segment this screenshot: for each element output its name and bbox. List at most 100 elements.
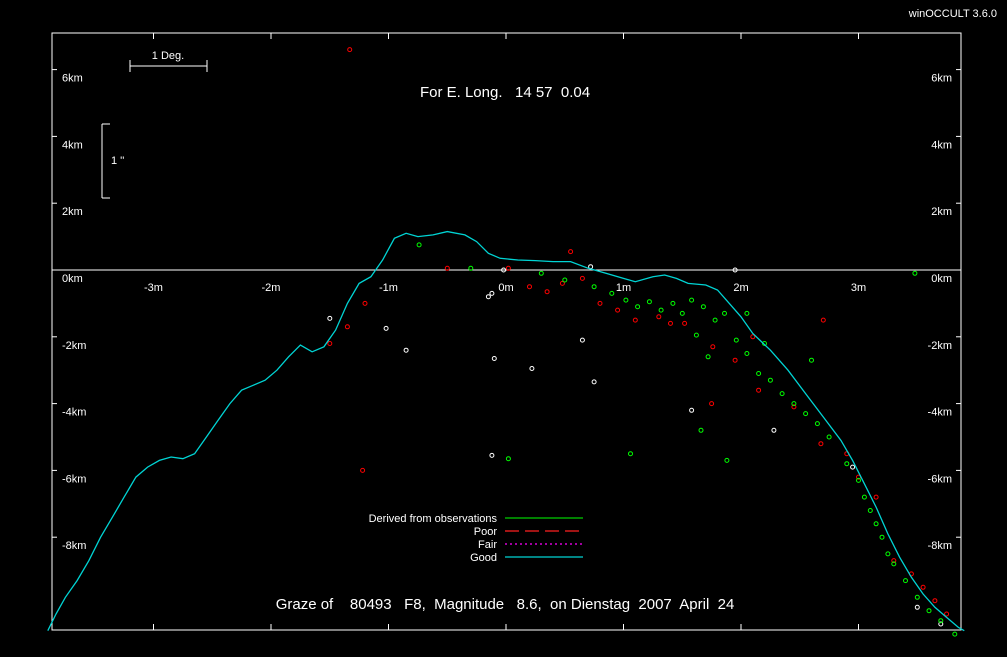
observation-point-green: [891, 561, 897, 567]
observation-point-red: [344, 324, 350, 330]
app-title: winOCCULT 3.6.0: [908, 8, 997, 20]
observation-point-green: [416, 242, 422, 248]
x-tick-label: -1m: [379, 282, 398, 294]
observation-point-green: [623, 297, 629, 303]
observation-point-red: [505, 265, 511, 271]
observation-point-green: [903, 578, 908, 584]
x-tick-label: 0m: [498, 282, 513, 294]
observation-point-white: [850, 464, 856, 470]
series-line-good: [47, 230, 965, 632]
observation-point-red: [791, 404, 797, 410]
legend-label: Good: [470, 552, 497, 564]
legend-label: Derived from observations: [369, 513, 498, 525]
observation-point-green: [952, 631, 958, 637]
observation-point-green: [705, 354, 711, 360]
observation-point-green: [744, 351, 750, 356]
degree-scale-bar: 1 Deg.: [129, 50, 208, 72]
observation-point-red: [710, 344, 716, 350]
observation-point-green: [873, 521, 879, 527]
observations-white: [327, 264, 944, 627]
y-tick-label-right: 0km: [931, 273, 952, 285]
observation-point-white: [529, 366, 535, 371]
observation-point-white: [403, 347, 409, 353]
observation-point-green: [646, 299, 652, 305]
y-tick-label-left: -8km: [62, 540, 86, 552]
observation-point-white: [491, 356, 497, 361]
observation-point-red: [597, 300, 603, 306]
y-tick-label-left: -2km: [62, 340, 86, 352]
observation-point-red: [820, 317, 826, 323]
observation-point-white: [689, 407, 695, 413]
observation-point-white: [771, 427, 777, 433]
observation-point-white: [489, 452, 495, 458]
observation-point-red: [873, 494, 879, 500]
observation-point-green: [791, 401, 797, 407]
observation-point-green: [609, 290, 615, 296]
observation-point-red: [568, 249, 574, 255]
observation-point-green: [693, 332, 699, 338]
x-tick-label: -2m: [262, 282, 281, 294]
observation-point-white: [579, 337, 585, 343]
y-tick-label-left: 4km: [62, 139, 83, 151]
observation-point-red: [709, 401, 715, 407]
y-tick-label-right: -8km: [928, 540, 952, 552]
observation-point-green: [505, 456, 511, 462]
observation-point-red: [682, 320, 688, 326]
x-tick-label: -3m: [144, 282, 163, 294]
observation-point-red: [327, 341, 333, 346]
observation-point-green: [912, 270, 918, 276]
observation-point-red: [756, 387, 762, 393]
y-tick-label-right: -2km: [928, 340, 952, 352]
observation-point-green: [635, 304, 641, 310]
observation-point-green: [879, 534, 885, 540]
observation-point-green: [628, 451, 633, 457]
observation-point-green: [861, 494, 867, 500]
observation-point-red: [527, 284, 532, 290]
observation-point-green: [538, 270, 544, 276]
arcsec-scale-label: 1 '': [111, 155, 124, 167]
observation-point-green: [698, 427, 704, 433]
observation-point-red: [347, 47, 353, 53]
observation-point-red: [579, 275, 585, 281]
observation-point-green: [926, 608, 932, 614]
observation-point-green: [844, 461, 850, 467]
observation-point-white: [591, 379, 597, 385]
observation-point-white: [485, 294, 491, 300]
chart-subtitle: Graze of 80493 F8, Magnitude 8.6, on Die…: [276, 596, 735, 613]
observation-point-white: [489, 290, 495, 296]
observation-point-white: [914, 604, 920, 610]
observation-point-green: [700, 304, 706, 310]
y-tick-label-right: 2km: [931, 206, 952, 218]
observation-point-green: [468, 265, 474, 271]
profile-lines: [47, 230, 965, 632]
observation-point-green: [856, 477, 861, 483]
observation-point-white: [938, 621, 944, 627]
observation-point-green: [938, 618, 944, 624]
plot-frame: [51, 32, 962, 631]
observation-point-red: [544, 289, 550, 295]
observation-point-green: [679, 310, 685, 316]
observation-point-red: [632, 317, 638, 323]
x-axis-labels: -3m -2m -1m 0m 1m 2m 3m: [144, 282, 866, 294]
observation-point-green: [809, 357, 814, 363]
observations-red: [327, 47, 950, 617]
observation-point-red: [944, 611, 950, 617]
x-tick-label: 1m: [616, 282, 631, 294]
observation-point-green: [814, 421, 820, 427]
observation-point-green: [724, 457, 730, 463]
observation-point-red: [920, 584, 926, 590]
y-tick-label-left: 6km: [62, 73, 83, 85]
observation-point-green: [733, 337, 739, 343]
observation-point-green: [885, 551, 891, 557]
axis-ticks: [52, 33, 961, 630]
y-axis-labels-left: 6km 4km 2km 0km -2km -4km -6km -8km: [62, 73, 86, 553]
observation-point-green: [712, 317, 718, 323]
x-tick-label: 2m: [733, 282, 748, 294]
y-tick-label-left: 0km: [62, 273, 83, 285]
y-tick-label-left: 2km: [62, 206, 83, 218]
observation-point-white: [501, 267, 507, 273]
observation-point-red: [668, 320, 673, 326]
observation-point-red: [362, 300, 368, 306]
